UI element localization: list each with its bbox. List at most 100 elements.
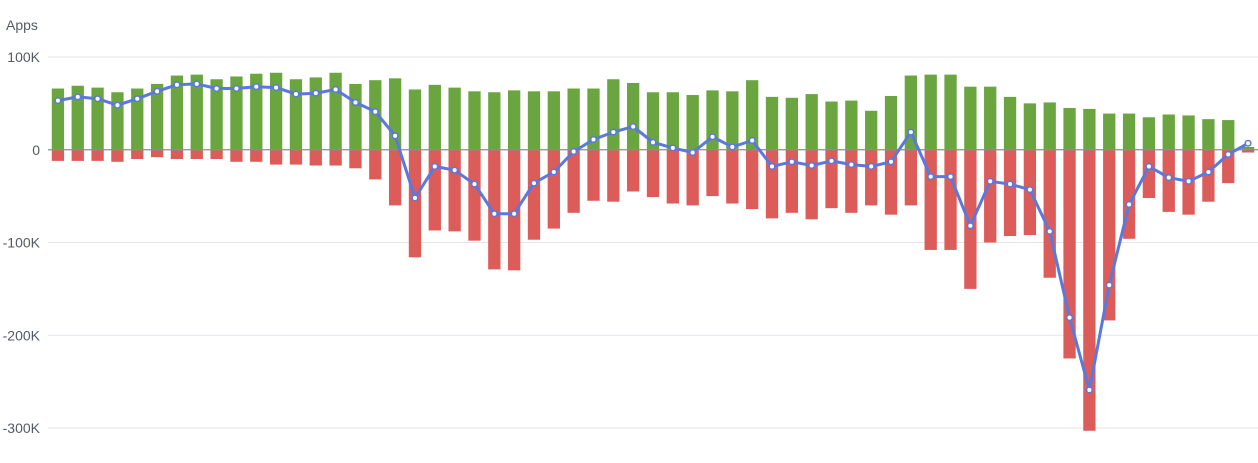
net-point [332, 85, 340, 94]
negative-bar [726, 149, 739, 204]
negative-bar [369, 149, 382, 180]
positive-bar [964, 86, 977, 150]
negative-bar [150, 149, 164, 158]
net-point [272, 84, 280, 92]
net-point [252, 83, 260, 91]
negative-bar [984, 149, 997, 243]
negative-bar [547, 149, 560, 229]
positive-bar [686, 95, 699, 150]
y-tick-label: -200K [3, 327, 41, 343]
negative-bar [448, 149, 461, 232]
positive-bar [1162, 114, 1175, 150]
net-point [510, 210, 518, 218]
negative-bar [1241, 149, 1255, 153]
negative-bar [131, 149, 144, 160]
negative-bar [825, 149, 838, 209]
net-point [1085, 386, 1093, 394]
net-point [1145, 162, 1153, 170]
negative-bar [567, 149, 580, 213]
negative-bar [646, 149, 660, 198]
bars [51, 72, 1255, 431]
net-points [54, 80, 1252, 394]
negative-bar [269, 149, 283, 165]
negative-bar [190, 149, 203, 160]
gridlines [48, 56, 1258, 429]
net-point [451, 166, 459, 174]
y-axis-ticks: 100K 0 -100K -200K -300K [3, 49, 41, 436]
positive-bar [924, 74, 937, 150]
negative-bar [607, 149, 620, 202]
positive-bar [785, 97, 799, 150]
positive-bar [1103, 113, 1116, 150]
net-point [94, 95, 102, 103]
negative-bar [428, 149, 441, 231]
net-point [689, 148, 697, 157]
negative-bar [1142, 149, 1156, 198]
positive-bar [1043, 102, 1056, 150]
positive-bar [131, 88, 144, 150]
negative-bar [1043, 149, 1056, 278]
net-point [629, 123, 637, 131]
net-point [946, 173, 955, 181]
positive-bar [150, 83, 164, 150]
net-point [530, 179, 538, 187]
negative-bar [1103, 149, 1116, 321]
net-point [470, 180, 479, 188]
net-point [570, 148, 578, 156]
positive-bar [111, 92, 124, 150]
negative-bar [91, 149, 104, 161]
positive-bar [666, 92, 679, 150]
negative-bar [1003, 149, 1017, 237]
positive-bar [706, 90, 719, 150]
net-point [351, 98, 360, 106]
positive-bar [607, 79, 620, 150]
net-point [966, 222, 974, 230]
positive-bar [1063, 108, 1076, 150]
y-axis-title: Apps [6, 17, 38, 33]
positive-bar [190, 74, 203, 150]
net-point [1006, 180, 1014, 188]
negative-bar [964, 149, 977, 289]
negative-bar [289, 149, 303, 165]
positive-bar [1182, 115, 1195, 150]
net-point [887, 158, 895, 166]
positive-bar [865, 110, 878, 150]
net-point [1046, 227, 1054, 235]
net-point [1165, 174, 1173, 182]
positive-bar [1202, 119, 1215, 150]
y-tick-label: -100K [3, 235, 41, 251]
negative-bar [1063, 149, 1076, 359]
net-point [54, 97, 62, 105]
positive-bar [250, 73, 263, 150]
positive-bar [91, 87, 104, 150]
positive-bar [1222, 120, 1235, 150]
positive-bar [71, 85, 84, 150]
y-tick-label: -300K [3, 420, 41, 436]
y-tick-label: 100K [7, 49, 40, 65]
negative-bar [587, 149, 600, 201]
net-point [589, 135, 598, 144]
negative-bar [388, 149, 402, 206]
positive-bar [646, 92, 660, 150]
negative-bar [1083, 149, 1096, 431]
positive-bar [230, 76, 243, 150]
net-point [609, 128, 617, 136]
positive-bar [408, 89, 422, 150]
net-point [74, 93, 82, 101]
positive-bar [1003, 96, 1017, 150]
positive-bar [269, 72, 283, 150]
net-point [153, 87, 161, 95]
negative-bar [51, 149, 65, 161]
positive-bar [1023, 103, 1037, 150]
net-point [1125, 200, 1133, 209]
positive-bar [805, 94, 818, 150]
net-point [113, 101, 121, 109]
net-point [371, 108, 379, 116]
negative-bar [210, 149, 223, 160]
negative-bar [111, 149, 124, 162]
positive-bar [309, 77, 322, 150]
positive-bar [567, 88, 580, 150]
positive-bar [289, 79, 303, 150]
negative-bar [884, 149, 898, 215]
net-point [232, 84, 240, 93]
